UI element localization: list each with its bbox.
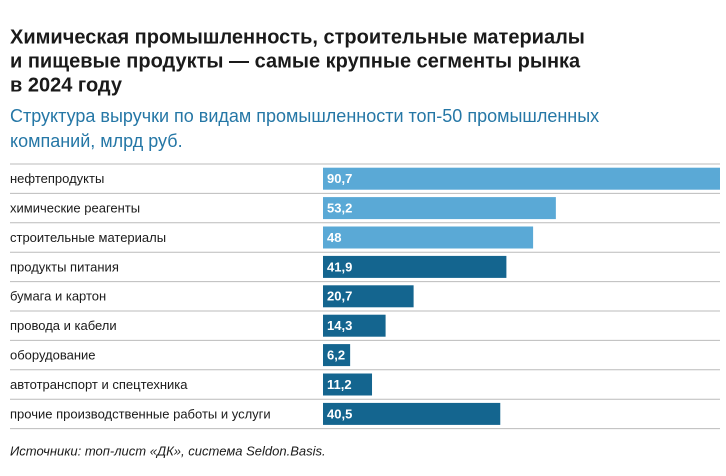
category-label: автотранспорт и спецтехника: [10, 377, 188, 392]
category-label: бумага и картон: [10, 289, 106, 304]
bar: [323, 314, 386, 337]
bar: [323, 167, 720, 190]
bar: [323, 226, 534, 249]
bar: [323, 197, 556, 220]
chart-title: Химическая промышленность, строительные …: [10, 26, 585, 48]
value-label: 48: [327, 230, 341, 245]
category-label: провода и кабели: [10, 318, 117, 333]
bar: [323, 255, 507, 278]
value-label: 14,3: [327, 318, 352, 333]
value-label: 11,2: [327, 377, 352, 392]
value-label: 40,5: [327, 406, 352, 421]
chart-title: в 2024 году: [10, 74, 123, 96]
value-label: 41,9: [327, 259, 352, 274]
source-note: Источники: топ-лист «ДК», система Seldon…: [10, 443, 326, 458]
category-label: прочие производственные работы и услуги: [10, 406, 271, 421]
category-label: продукты питания: [10, 259, 119, 274]
category-label: нефтепродукты: [10, 171, 104, 186]
chart-title: и пищевые продукты — самые крупные сегме…: [10, 50, 581, 72]
chart-subtitle: компаний, млрд руб.: [10, 131, 183, 151]
chart-subtitle: Структура выручки по видам промышленност…: [10, 106, 599, 126]
category-label: оборудование: [10, 348, 96, 363]
value-label: 90,7: [327, 171, 352, 186]
bar: [323, 285, 414, 308]
bar: [323, 344, 351, 367]
bar: [323, 373, 373, 396]
value-label: 53,2: [327, 201, 352, 216]
bar: [323, 402, 501, 425]
value-label: 6,2: [327, 348, 345, 363]
category-label: строительные материалы: [10, 230, 166, 245]
category-label: химические реагенты: [10, 201, 140, 216]
value-label: 20,7: [327, 289, 352, 304]
